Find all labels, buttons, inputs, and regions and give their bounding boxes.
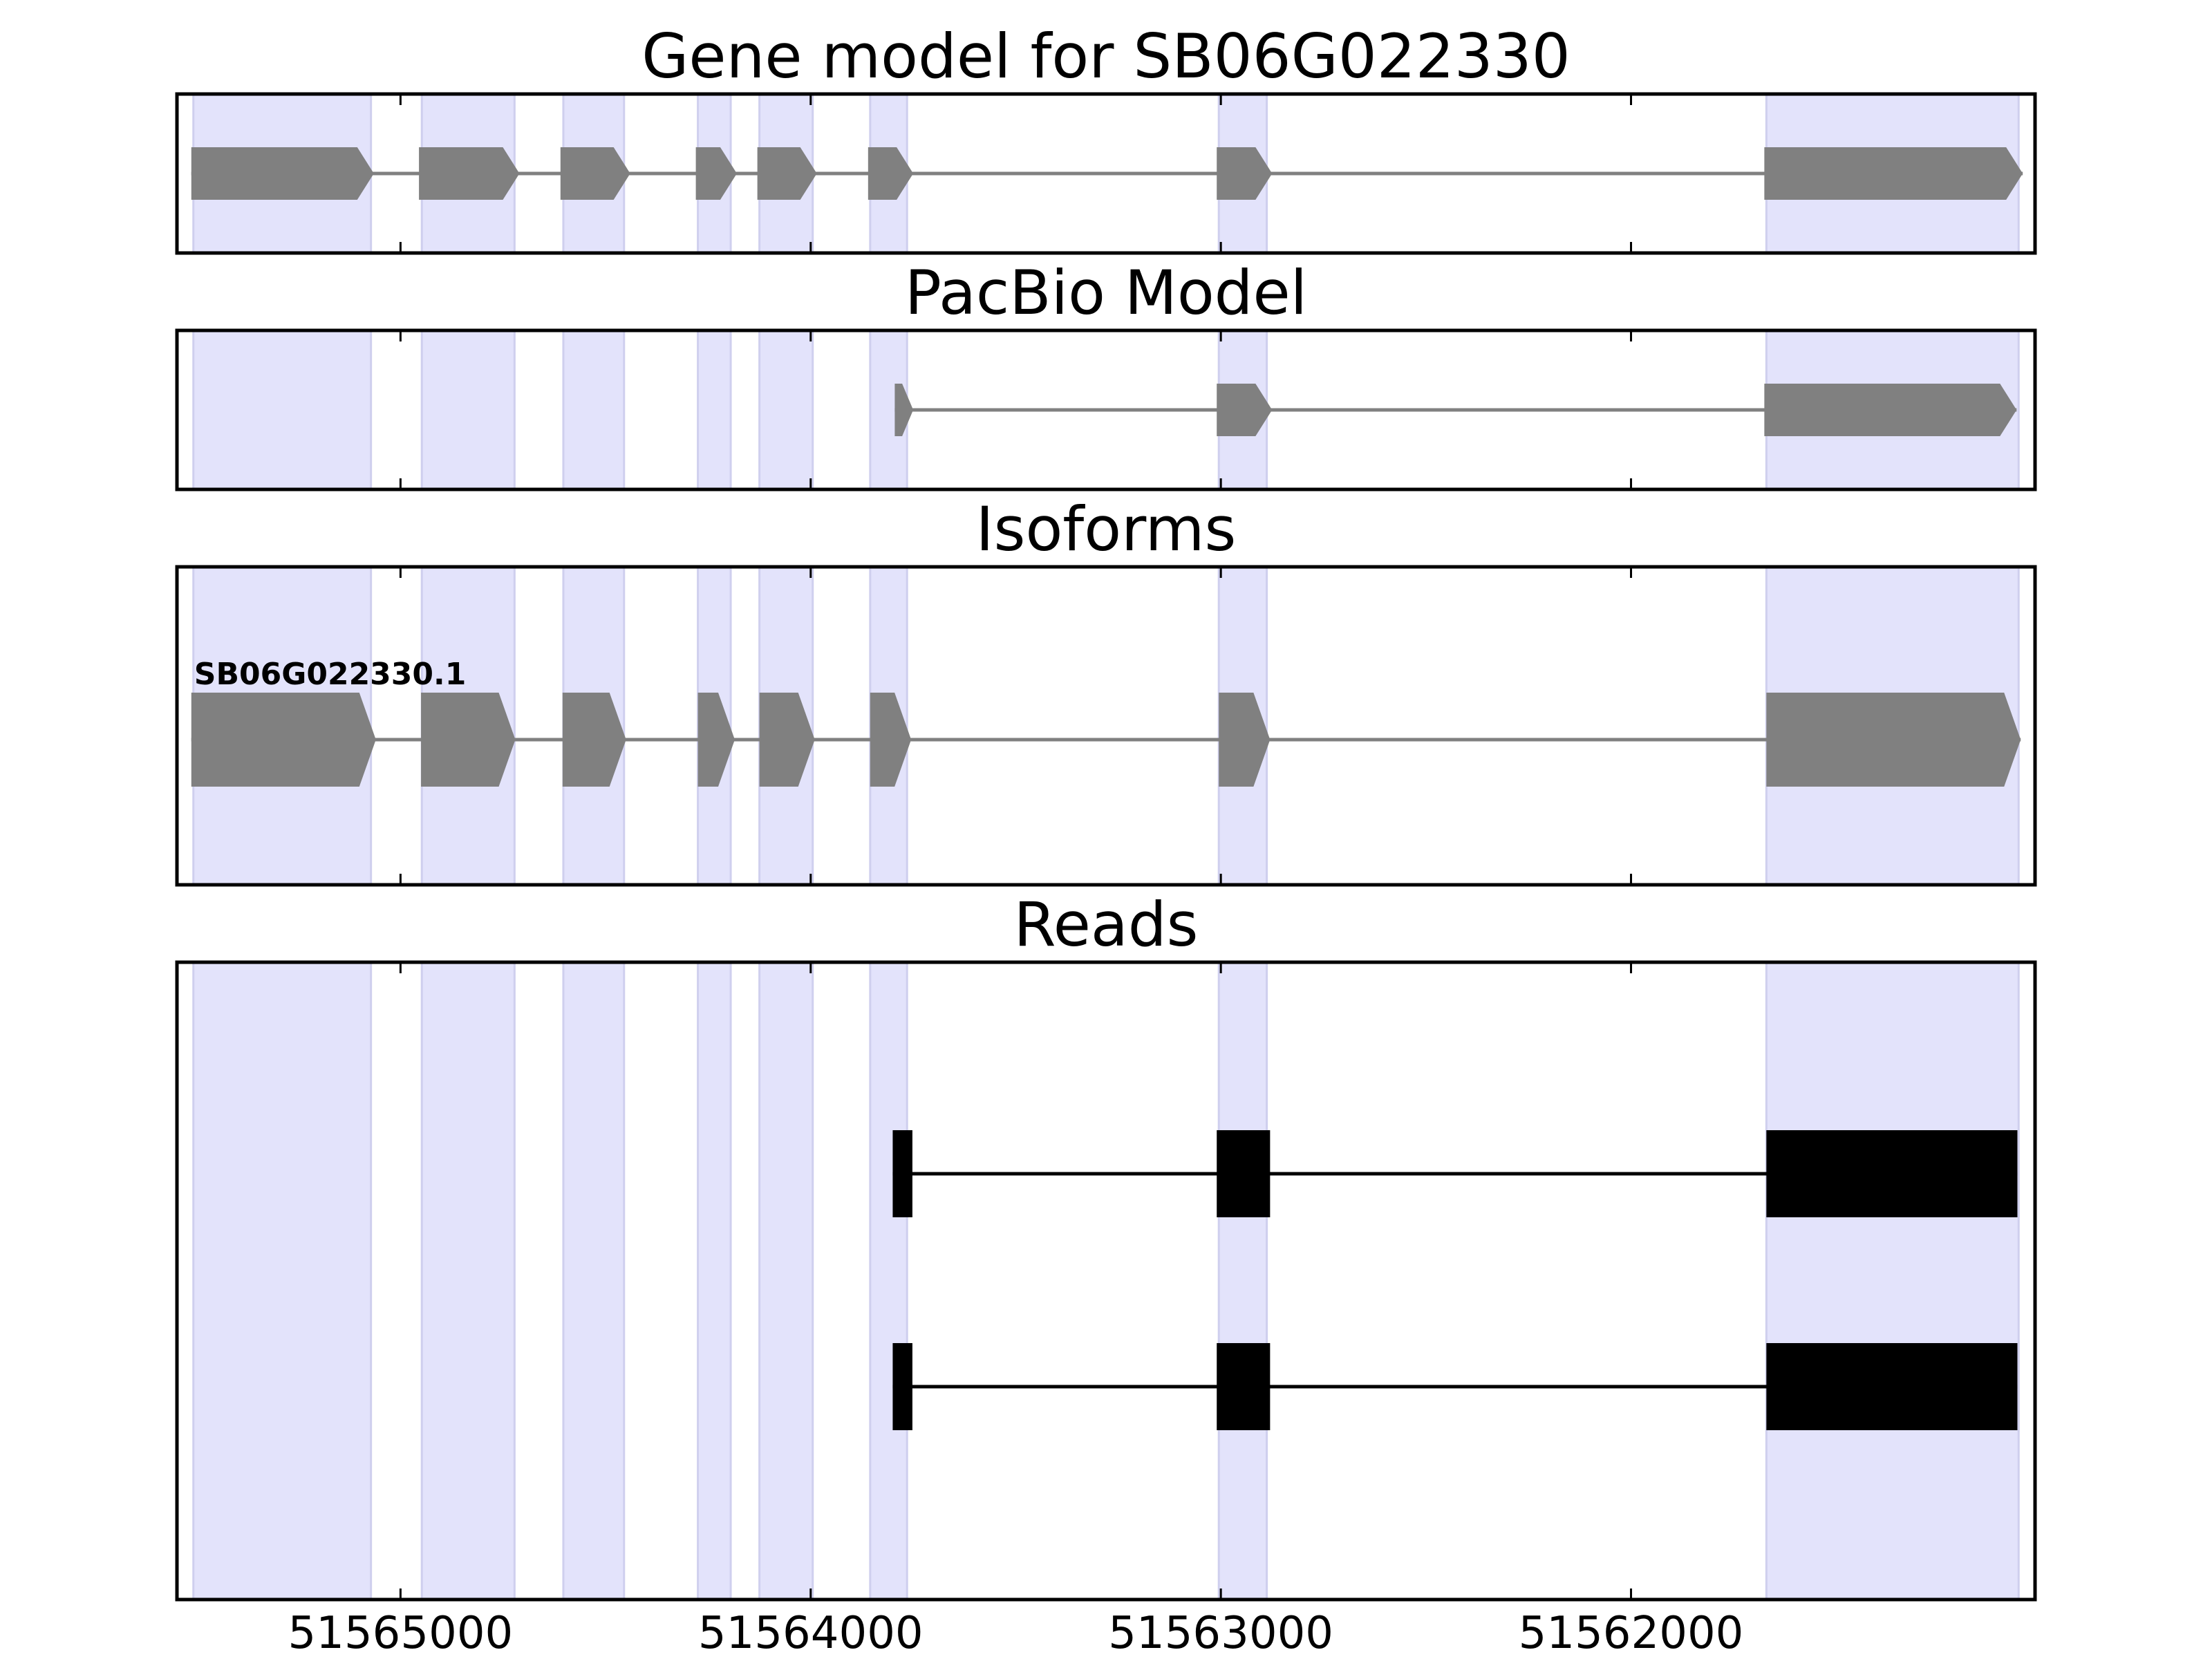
exon-arrow (560, 147, 630, 200)
exon-highlight-band (1217, 961, 1268, 1601)
axes-frame (175, 92, 2037, 255)
exon-arrow (1217, 147, 1273, 200)
panel-title: Reads (1014, 889, 1199, 960)
read-exon-block (1217, 1130, 1271, 1217)
axes-frame (175, 960, 2037, 1602)
panel-title: Gene model for SB06G022330 (641, 21, 1571, 92)
read-exon-block (1766, 1343, 2018, 1430)
x-tick-label: 51563000 (1108, 1608, 1333, 1659)
exon-arrow (757, 147, 817, 200)
exon-highlight-band (420, 329, 516, 491)
exon-highlight-band (1765, 961, 2020, 1601)
exon-arrow (697, 693, 735, 787)
exon-highlight-band (420, 961, 516, 1601)
exon-arrow (1764, 147, 2023, 200)
x-tick-label: 51565000 (288, 1608, 514, 1659)
feature-row (892, 1130, 2018, 1217)
exon-highlight-band (697, 329, 732, 491)
panel-reads: Reads (175, 889, 2037, 1602)
exon-highlight-band (562, 329, 626, 491)
axes-frame (175, 565, 2037, 887)
isoform-label: SB06G022330.1 (194, 657, 467, 692)
panel-pacbio-model: PacBio Model (175, 257, 2037, 491)
feature-row (892, 1343, 2018, 1430)
feature-row: SB06G022330.1 (191, 657, 2021, 787)
exon-highlight-band (869, 961, 908, 1601)
axes-frame (175, 328, 2037, 491)
exon-highlight-band (562, 961, 626, 1601)
exon-arrow (759, 693, 815, 787)
read-exon-block (892, 1343, 912, 1430)
exon-highlight-band (192, 329, 373, 491)
panel-isoforms: Isoforms SB06G022330.1 (175, 494, 2037, 887)
x-tick-label: 51562000 (1519, 1608, 1744, 1659)
exon-arrow (191, 693, 376, 787)
exon-arrow (1766, 693, 2021, 787)
exon-highlight-band (758, 961, 814, 1601)
x-tick-label: 51564000 (698, 1608, 924, 1659)
exon-arrow (191, 147, 374, 200)
exon-highlight-band (758, 329, 814, 491)
exon-arrow (1764, 384, 2017, 436)
exon-arrow (695, 147, 737, 200)
read-exon-block (1766, 1130, 2018, 1217)
exon-arrow (1219, 693, 1271, 787)
exon-arrow (868, 147, 914, 200)
panel-gene-model: Gene model for SB06G022330 (175, 21, 2037, 255)
exon-highlight-band (697, 961, 732, 1601)
exon-arrow (894, 384, 914, 436)
feature-row (191, 147, 2023, 200)
exon-highlight-band (192, 961, 373, 1601)
exon-arrow (421, 693, 516, 787)
read-exon-block (1217, 1343, 1271, 1430)
feature-row (894, 384, 2017, 436)
panel-title: PacBio Model (905, 257, 1307, 328)
read-exon-block (892, 1130, 912, 1217)
exon-arrow (562, 693, 626, 787)
exon-arrow (419, 147, 520, 200)
x-axis-tick-labels: 51565000 51564000 51563000 51562000 (288, 1608, 1744, 1659)
exon-arrow (870, 693, 912, 787)
exon-arrow (1217, 384, 1273, 436)
panel-title: Isoforms (976, 494, 1237, 565)
